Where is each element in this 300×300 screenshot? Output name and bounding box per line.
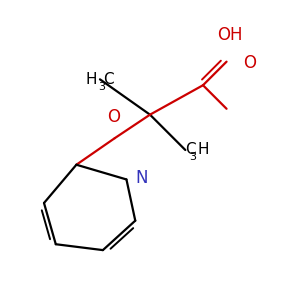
Text: N: N bbox=[135, 169, 148, 187]
Text: C: C bbox=[185, 142, 196, 158]
Text: H: H bbox=[85, 72, 97, 87]
Text: 3: 3 bbox=[98, 82, 105, 92]
Text: C: C bbox=[103, 72, 114, 87]
Text: 3: 3 bbox=[189, 152, 196, 162]
Text: H: H bbox=[197, 142, 208, 158]
Text: O: O bbox=[243, 54, 256, 72]
Text: O: O bbox=[107, 108, 120, 126]
Text: OH: OH bbox=[217, 26, 242, 44]
